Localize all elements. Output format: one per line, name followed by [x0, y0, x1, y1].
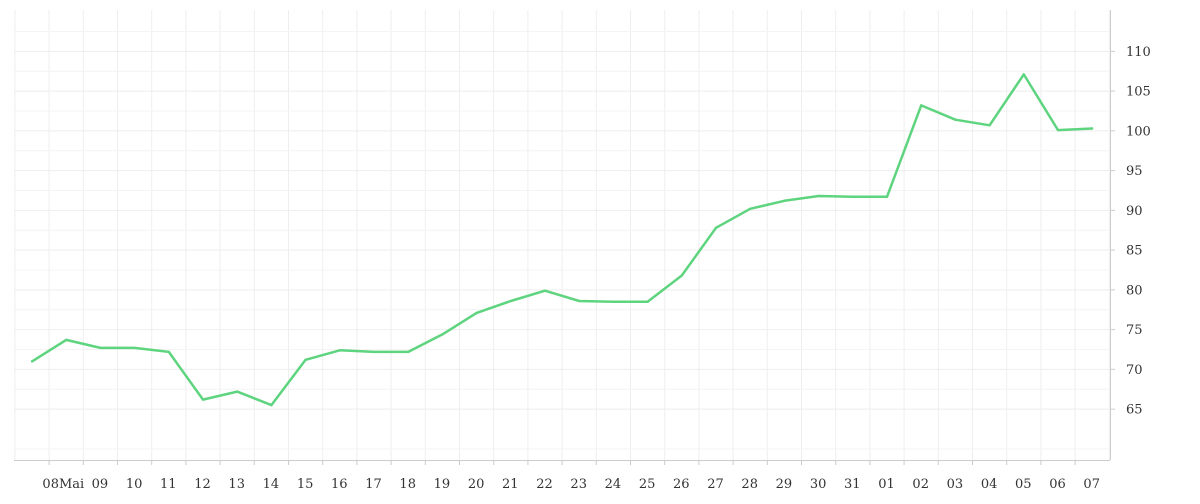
series-layer — [30, 73, 1094, 407]
x-tick-label: 06 — [1049, 477, 1066, 492]
y-tick-label: 100 — [1126, 124, 1151, 139]
series-line — [31, 73, 1093, 407]
x-tick-label: 08Mai — [42, 477, 84, 492]
x-tick-label: 30 — [810, 477, 827, 492]
data-point — [99, 346, 102, 350]
x-tick-label: 03 — [947, 477, 964, 492]
y-tick-label: 80 — [1126, 283, 1143, 298]
data-point — [167, 350, 170, 354]
x-tick-label: 11 — [160, 477, 177, 492]
data-point — [270, 403, 273, 407]
x-tick-label: 07 — [1083, 477, 1100, 492]
x-tick-label: 12 — [194, 477, 211, 492]
x-tick-label: 21 — [502, 477, 519, 492]
data-point — [680, 274, 683, 277]
x-tick-label: 14 — [263, 477, 280, 492]
x-tick-label: 18 — [399, 477, 416, 492]
y-tick-label: 75 — [1126, 323, 1143, 338]
x-tick-label: 15 — [297, 477, 314, 492]
data-point — [578, 299, 581, 303]
data-point — [1091, 127, 1094, 130]
x-tick-label: 04 — [981, 477, 998, 492]
x-tick-label: 20 — [468, 477, 485, 492]
data-point — [885, 195, 889, 198]
data-point — [920, 104, 923, 107]
y-tick-label: 110 — [1126, 45, 1151, 60]
y-tick-label: 90 — [1126, 204, 1143, 219]
y-tick-label: 105 — [1126, 85, 1151, 100]
data-point — [236, 390, 239, 393]
data-point — [407, 350, 410, 354]
data-point — [338, 349, 341, 352]
data-point — [783, 199, 786, 202]
x-tick-label: 22 — [536, 477, 553, 492]
data-point — [475, 311, 478, 315]
data-point — [714, 226, 718, 229]
x-tick-label: 05 — [1015, 477, 1032, 492]
data-point — [646, 300, 649, 303]
x-tick-label: 27 — [707, 477, 724, 492]
data-point — [612, 300, 615, 303]
data-point — [1056, 128, 1060, 132]
x-tick-label: 16 — [331, 477, 348, 492]
x-tick-label: 13 — [228, 477, 245, 492]
x-tick-label: 31 — [844, 477, 861, 492]
x-tick-label: 24 — [605, 477, 622, 492]
data-point — [988, 124, 991, 127]
x-tick-label: 10 — [126, 477, 143, 492]
x-tick-label: 29 — [776, 477, 793, 492]
y-tick-label: 85 — [1126, 244, 1143, 259]
data-point — [954, 118, 957, 121]
data-point — [441, 333, 444, 336]
data-point — [133, 346, 136, 350]
y-tick-label: 70 — [1126, 363, 1143, 378]
data-point — [749, 207, 752, 210]
x-tick-label: 19 — [434, 477, 451, 492]
grid-lines — [14, 10, 1110, 460]
x-tick-label: 17 — [365, 477, 382, 492]
x-tick-label: 25 — [639, 477, 656, 492]
data-point — [30, 360, 34, 363]
data-point — [1022, 73, 1025, 76]
x-tick-label: 26 — [673, 477, 690, 492]
x-tick-label: 23 — [570, 477, 587, 492]
x-tick-label: 28 — [741, 477, 758, 492]
data-point — [817, 194, 820, 198]
x-axis-ticks: 08Mai 09 10 11 12 13 14 15 16 17 18 19 20 21 22 23 24 25 2… — [42, 460, 1100, 492]
y-tick-label: 95 — [1126, 164, 1143, 179]
y-tick-label: 65 — [1126, 403, 1143, 418]
x-tick-label: 09 — [92, 477, 109, 492]
data-point — [304, 358, 307, 361]
y-axis-ticks: 65 70 75 80 85 90 95 100 105 110 — [1110, 45, 1151, 418]
data-point — [543, 289, 547, 292]
x-tick-label: 01 — [878, 477, 895, 492]
data-point — [372, 350, 376, 354]
data-point — [201, 398, 205, 401]
data-point — [509, 299, 512, 303]
data-point — [65, 338, 68, 342]
x-tick-label: 02 — [912, 477, 929, 492]
data-point — [851, 195, 854, 198]
